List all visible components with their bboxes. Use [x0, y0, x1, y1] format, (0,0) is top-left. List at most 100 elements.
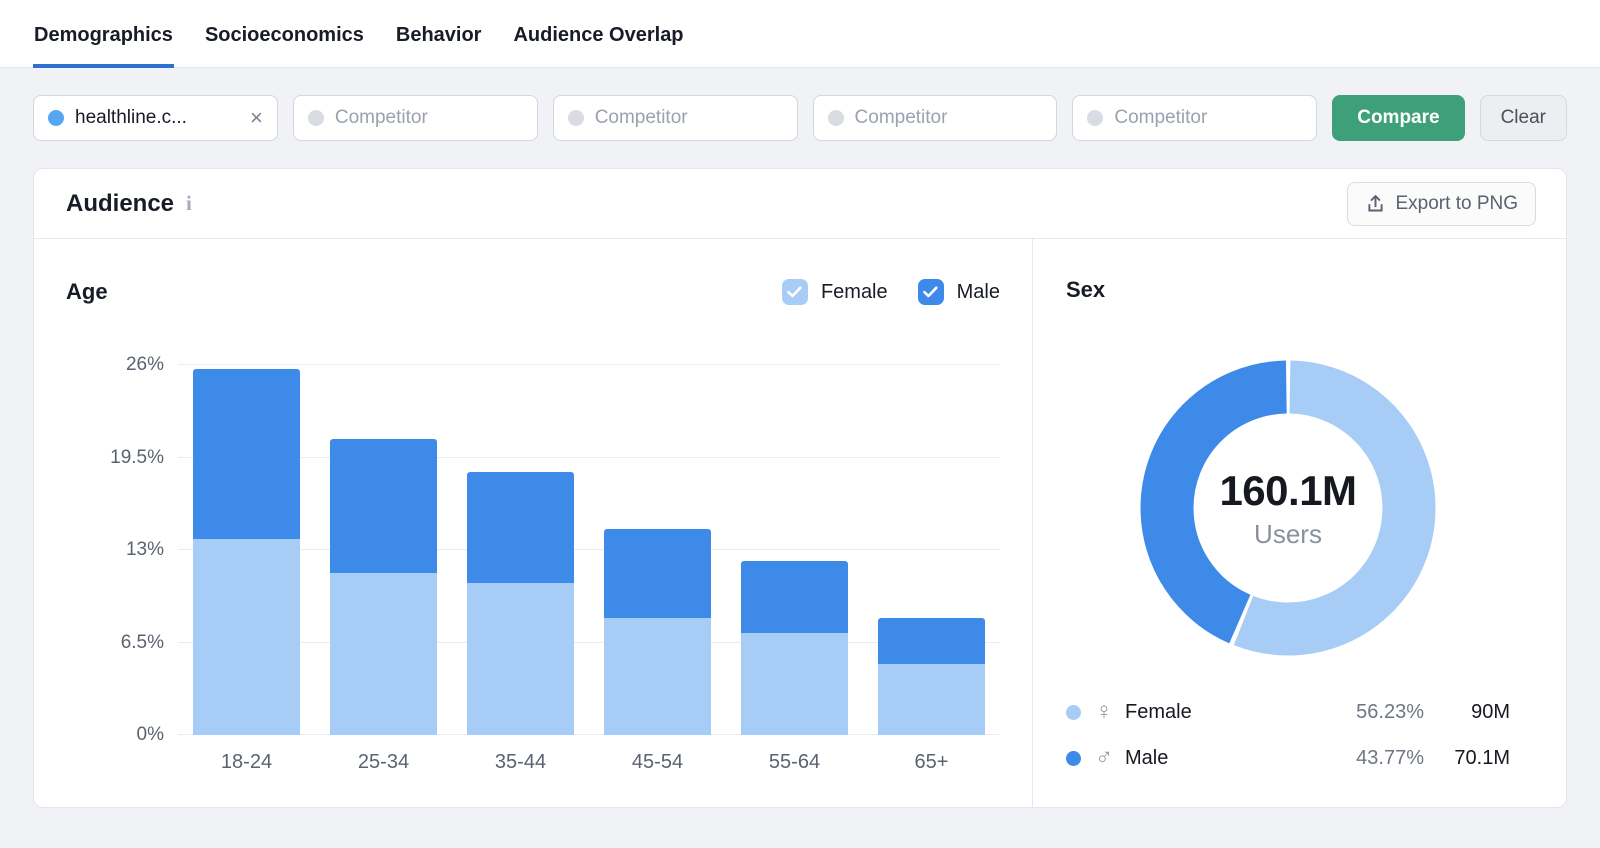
sex-title: Sex	[1066, 277, 1106, 302]
gridline	[178, 734, 1000, 735]
legend-value: 70.1M	[1454, 746, 1510, 769]
y-tick-label: 26%	[125, 354, 164, 375]
tab-label: Audience Overlap	[513, 24, 684, 46]
report-tabs: Demographics Socioeconomics Behavior Aud…	[0, 0, 1600, 68]
competitor-color-dot	[827, 110, 844, 126]
competitor-input-2[interactable]: Competitor	[552, 95, 798, 141]
male-segment	[467, 471, 574, 583]
male-legend-row: ♂ Male 43.77% 70.1M	[1066, 735, 1510, 781]
male-segment	[330, 439, 437, 573]
sex-legend: ♀ Female 56.23% 90M ♂ Male 43.77% 70.1M	[1066, 689, 1510, 781]
bar-plot-area	[178, 364, 1000, 735]
male-segment	[193, 369, 300, 539]
male-donut-slice	[1140, 360, 1436, 656]
export-icon	[1367, 195, 1383, 212]
x-tick-label: 65+	[914, 751, 949, 773]
stacked-bar	[878, 618, 985, 735]
audience-card-header: Audience i Export to PNG	[34, 169, 1566, 239]
male-toggle-label: Male	[956, 280, 1000, 303]
y-tick-label: 19.5%	[110, 446, 164, 468]
female-symbol-icon: ♀	[1095, 698, 1113, 725]
domain-filter-row: healthline.c... × Competitor Competitor …	[0, 68, 1600, 141]
female-checkbox[interactable]	[781, 279, 808, 305]
x-tick-label: 18-24	[220, 751, 273, 773]
main-domain-value: healthline.c...	[75, 107, 187, 128]
competitor-placeholder: Competitor	[1114, 107, 1208, 128]
female-segment	[604, 618, 711, 735]
male-segment	[604, 528, 711, 619]
competitor-placeholder: Competitor	[854, 107, 948, 128]
male-series-toggle[interactable]: Male	[917, 279, 1000, 305]
tab-behavior[interactable]: Behavior	[395, 24, 483, 67]
gridline	[178, 364, 1000, 365]
legend-label: Male	[1125, 746, 1169, 769]
tab-socioeconomics[interactable]: Socioeconomics	[204, 24, 365, 67]
gridline	[178, 549, 1000, 550]
sex-donut-chart: 160.1M Users	[1139, 359, 1437, 657]
age-stacked-bar-chart: 0% 6.5% 13% 19.5% 26% 18-24 25-34 35-44 45-54 55…	[66, 354, 1000, 774]
bar-column-55-64	[726, 365, 863, 735]
audience-title: Audience	[66, 189, 175, 217]
legend-percent: 56.23%	[1356, 700, 1424, 723]
legend-label: Female	[1125, 700, 1192, 723]
x-tick-label: 25-34	[357, 751, 410, 773]
male-segment	[741, 561, 848, 633]
female-toggle-label: Female	[820, 280, 888, 303]
clear-button[interactable]: Clear	[1479, 95, 1567, 141]
tab-label: Demographics	[34, 24, 173, 46]
y-tick-label: 6.5%	[120, 631, 164, 653]
stacked-bar	[193, 369, 300, 735]
tab-label: Socioeconomics	[204, 24, 364, 46]
bar-column-18-24	[178, 365, 315, 735]
female-segment	[741, 632, 848, 735]
audience-card: Audience i Export to PNG Age Femal	[33, 168, 1567, 808]
stacked-bar	[741, 561, 848, 735]
male-checkbox[interactable]	[917, 279, 944, 305]
tab-demographics[interactable]: Demographics	[33, 24, 174, 68]
y-tick-label: 0%	[136, 724, 164, 745]
y-axis-labels: 0% 6.5% 13% 19.5% 26%	[66, 354, 178, 745]
sex-panel: Sex 160.1M Users ♀ Female 56.23% 90M ♂ Male 43…	[1033, 239, 1566, 807]
competitor-placeholder: Competitor	[594, 107, 688, 128]
competitor-input-1[interactable]: Competitor	[292, 95, 538, 141]
female-segment	[330, 572, 437, 735]
legend-percent: 43.77%	[1356, 746, 1424, 769]
compare-button[interactable]: Compare	[1332, 95, 1465, 141]
tab-label: Behavior	[395, 24, 482, 46]
bar-column-35-44	[452, 365, 589, 735]
x-tick-label: 35-44	[494, 751, 547, 773]
competitor-color-dot	[307, 110, 324, 126]
legend-value: 90M	[1471, 700, 1510, 723]
age-title: Age	[66, 279, 108, 304]
remove-domain-icon[interactable]: ×	[249, 105, 263, 130]
x-tick-label: 55-64	[768, 751, 821, 773]
competitor-color-dot	[567, 110, 584, 126]
x-axis-labels: 18-24 25-34 35-44 45-54 55-64 65+	[178, 751, 1000, 774]
competitor-input-4[interactable]: Competitor	[1072, 95, 1318, 141]
y-tick-label: 13%	[125, 539, 164, 560]
bar-column-45-54	[589, 365, 726, 735]
competitor-input-3[interactable]: Competitor	[812, 95, 1058, 141]
competitor-placeholder: Competitor	[334, 107, 428, 128]
main-domain-input[interactable]: healthline.c... ×	[33, 95, 278, 141]
female-legend-row: ♀ Female 56.23% 90M	[1066, 689, 1510, 735]
male-symbol-icon: ♂	[1095, 744, 1113, 771]
female-series-toggle[interactable]: Female	[781, 279, 888, 305]
info-icon[interactable]: i	[186, 191, 192, 215]
x-tick-label: 45-54	[631, 751, 684, 773]
competitor-color-dot	[1087, 110, 1104, 126]
age-panel: Age Female Male	[34, 239, 1033, 807]
export-to-png-button[interactable]: Export to PNG	[1346, 181, 1536, 226]
tab-audience-overlap[interactable]: Audience Overlap	[512, 24, 684, 67]
female-legend-dot	[1066, 704, 1081, 720]
female-segment	[878, 663, 985, 735]
female-donut-slice	[1140, 360, 1436, 656]
female-segment	[467, 582, 574, 735]
age-series-toggles: Female Male	[781, 279, 1000, 305]
stacked-bar	[330, 439, 437, 735]
bar-column-65+	[863, 365, 1000, 735]
gridline	[178, 456, 1000, 458]
donut-svg	[1140, 360, 1436, 656]
domain-color-dot	[48, 110, 64, 126]
bar-column-25-34	[315, 365, 452, 735]
